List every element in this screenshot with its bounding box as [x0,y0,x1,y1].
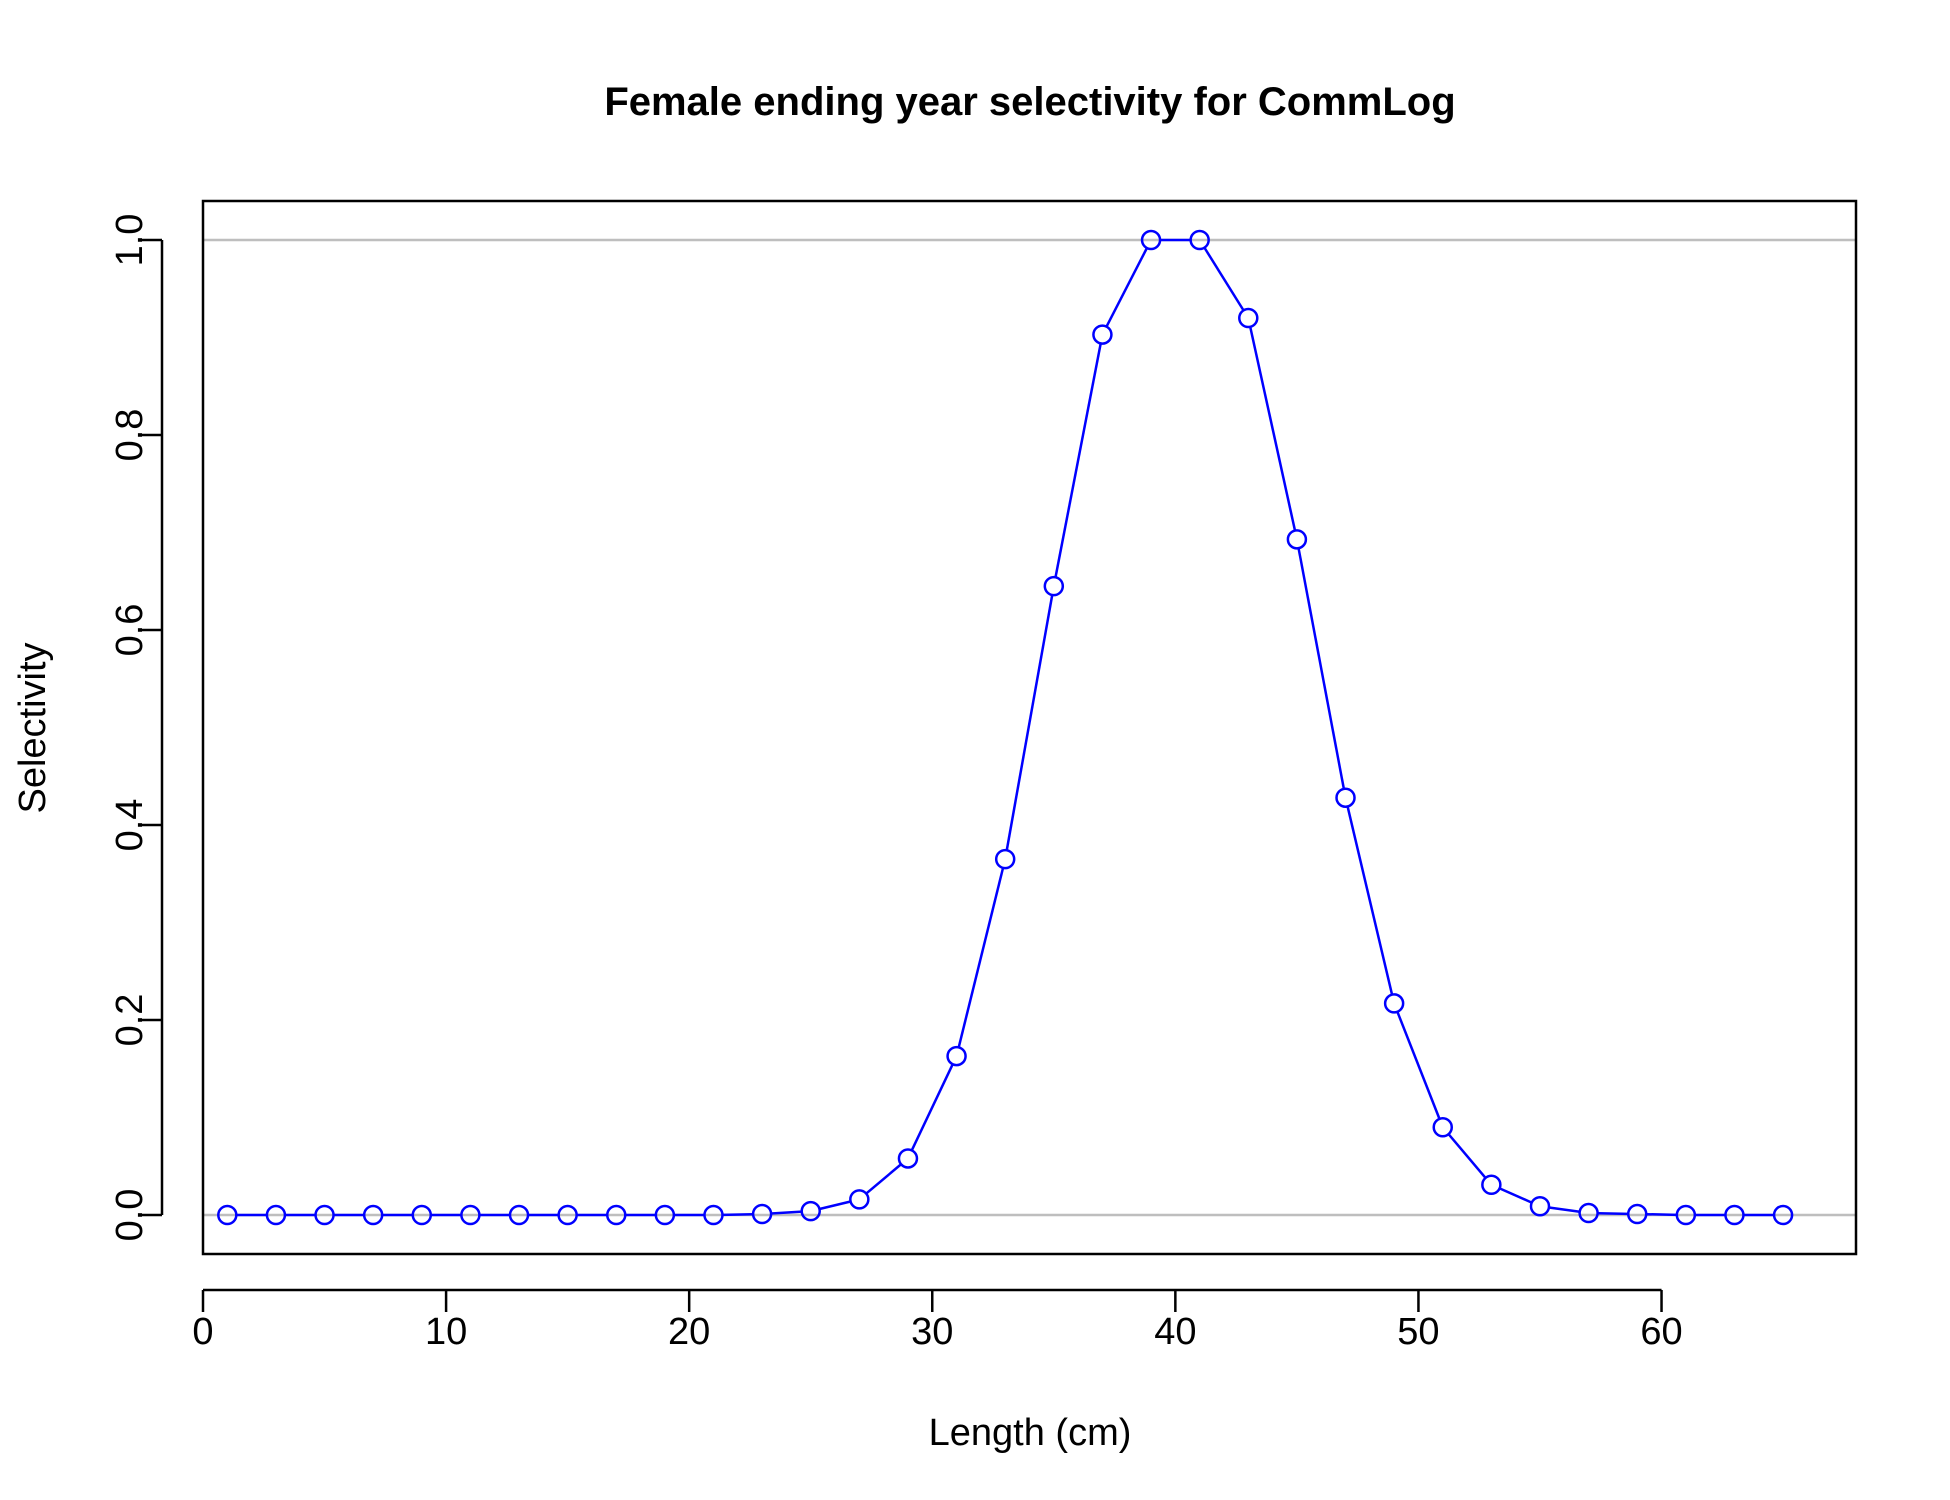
data-point [1043,575,1065,597]
data-point [946,1045,967,1067]
series-line-segment [1646,1212,1677,1217]
series-line-segment [1105,247,1149,328]
y-tick-label: 1.0 [109,214,151,267]
y-tick-label: 0.0 [109,1189,151,1242]
x-tick-label: 50 [1397,1311,1439,1353]
data-point [508,1204,530,1226]
data-point [314,1204,335,1226]
data-point [362,1204,384,1226]
series-line-segment [910,1063,954,1151]
x-axis-label: Length (cm) [929,1412,1132,1454]
series-line-segment [865,1163,902,1195]
data-point [1335,787,1356,808]
plot-frame [201,199,1858,1256]
series-line-segment [1597,1211,1629,1216]
data-point [800,1200,821,1222]
x-tick-label: 30 [911,1311,953,1353]
series-line-segment [819,1200,851,1211]
data-point [606,1204,627,1226]
x-tick-label: 0 [192,1311,213,1353]
plot-layer: 0 10 20 30 40 50 60 0.0 0.2 0.4 0.6 0.8 1.0 [109,199,1858,1353]
series-line-segment [771,1210,802,1215]
series-line-segment [1396,1011,1441,1120]
data-point [703,1204,724,1226]
x-tick-label: 10 [425,1311,467,1353]
data-point [849,1189,870,1210]
data-point [654,1204,676,1226]
data-point [1626,1203,1648,1225]
data-point [460,1204,481,1226]
data-point [751,1203,773,1225]
data-point [1724,1204,1745,1226]
data-point [1238,307,1259,329]
data-point [1675,1204,1697,1226]
data-point [411,1204,433,1226]
series-line-segment [957,867,1005,1048]
series-line-segment [1346,806,1394,995]
x-tick-label: 20 [668,1311,710,1353]
data-point [1432,1117,1453,1138]
data-point [1189,229,1210,251]
data-point [1286,529,1308,550]
series-line-segment [1499,1187,1533,1204]
data-point [1092,324,1113,345]
series-line-segment [1248,326,1297,531]
y-axis-label: Selectivity [12,642,54,813]
series-line-segment [1005,594,1054,851]
data-point [1529,1195,1551,1217]
series-line-segment [1203,246,1245,312]
y-tick-label: 0.4 [109,799,151,852]
data-point [994,848,1016,870]
x-tick-label: 60 [1640,1311,1682,1353]
series-line-segment [1297,547,1346,790]
series-line-segment [1548,1206,1580,1214]
series-line-segment [722,1212,754,1217]
y-tick-label: 0.8 [109,409,151,462]
chart-title: Female ending year selectivity for CommL… [604,80,1455,124]
data-point [1578,1202,1599,1224]
data-point [1772,1204,1794,1226]
series-line-segment [1054,343,1102,578]
data-point [217,1204,238,1226]
data-point [1481,1174,1502,1196]
data-point [1140,229,1162,251]
x-tick-label: 40 [1154,1311,1196,1353]
data-point [897,1148,919,1169]
series-line-segment [1447,1133,1487,1179]
y-tick-label: 0.6 [109,604,151,657]
data-point [265,1204,287,1226]
y-tick-label: 0.2 [109,994,151,1047]
data-point [557,1204,578,1226]
data-point [1383,993,1405,1014]
